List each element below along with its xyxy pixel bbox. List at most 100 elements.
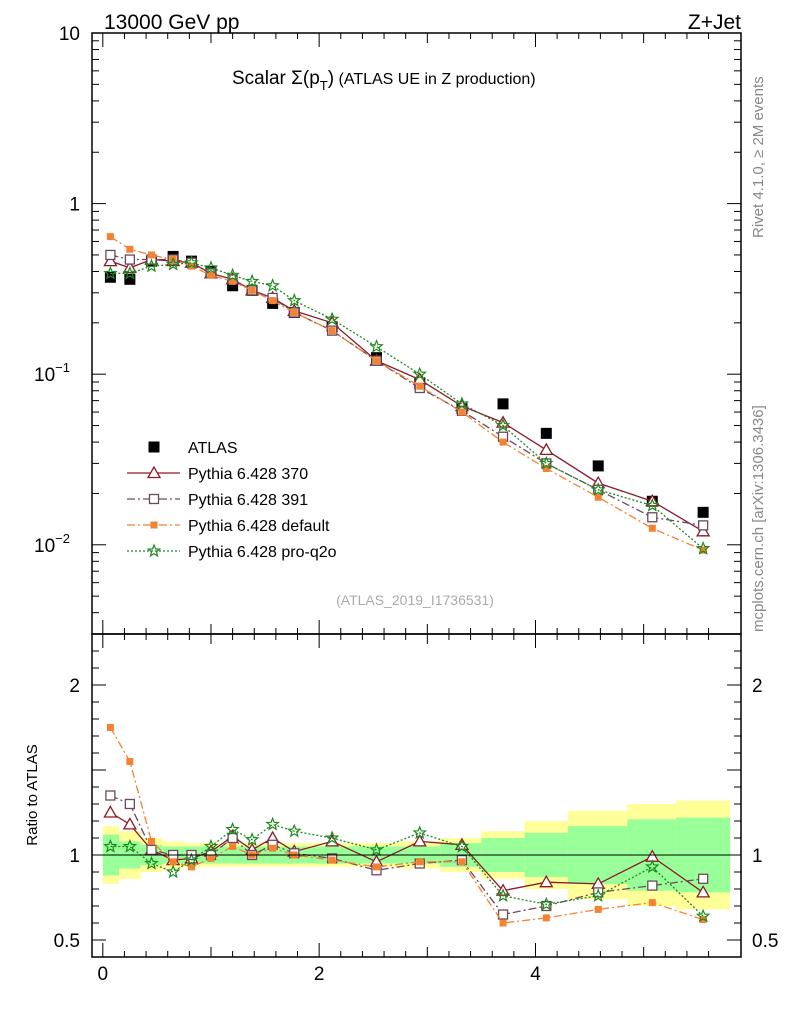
header-right: Z+Jet [688,11,741,34]
main-point-atlas-14 [497,398,509,410]
main-point-pdefault-6 [229,277,237,285]
main-ytick-label-base-2: 10 [34,365,55,386]
ratio-point-pq2o-16 [590,888,606,903]
ratio-point-pdefault-2 [147,837,155,845]
ratio-point-pdefault-1 [126,758,134,765]
ratio-point-pdefault-4 [188,863,196,871]
legend-marker-pdefault [150,521,158,529]
ratio-point-p370-12 [412,834,427,847]
main-point-p391-0 [105,249,116,261]
main-point-pq2o-0 [103,265,118,280]
ratio-point-p391-0 [105,790,116,801]
legend-marker-p391 [148,493,160,505]
main-point-atlas-6 [227,280,239,292]
main-point-atlas-18 [697,506,709,518]
main-point-atlas-1 [124,273,136,285]
legend-label-atlas: ATLAS [188,440,238,457]
main-point-pdefault-14 [499,438,507,446]
main-point-pdefault-2 [147,251,155,259]
ratio-ylabel: Ratio to ATLAS [24,744,41,845]
main-point-pdefault-16 [594,493,602,501]
legend-label-p370: Pythia 6.428 370 [188,466,308,483]
ratio-point-p370-15 [539,874,554,888]
main-point-atlas-0 [104,271,116,283]
main-point-pdefault-11 [372,357,380,365]
ratio-point-pq2o-15 [539,896,554,911]
main-point-pq2o-10 [324,311,340,326]
ratio-point-pq2o-5 [203,838,219,853]
main-line-pq2o [110,262,704,550]
ratio-point-pq2o-9 [287,823,302,838]
main-point-p370-0 [103,253,118,267]
main-ytick-label-3: 10−2 [34,531,70,557]
main-point-pq2o-5 [203,260,219,275]
main-point-pq2o-11 [369,339,384,353]
legend-item-pq2o: Pythia 6.428 pro-q2o [127,543,337,561]
main-point-pdefault-5 [207,271,215,279]
main-ytick-label-base-3: 10 [34,536,55,557]
ratio-point-pdefault-17 [648,899,656,907]
main-ytick-label-1: 1 [69,195,80,216]
main-series-pq2o [103,255,711,555]
ratio-point-p391-1 [124,798,136,810]
main-point-pq2o-14 [495,417,511,432]
main-series-pdefault [106,233,707,554]
xtick-label-2: 4 [530,964,541,985]
main-point-pdefault-0 [106,233,114,241]
main-point-pdefault-9 [290,308,298,316]
legend: ATLAS Pythia 6.428 370 Pythia 6.428 391 Pyt… [127,440,337,561]
main-point-pdefault-15 [542,465,550,473]
main-point-pq2o-6 [225,267,240,282]
main-point-pq2o-15 [539,455,554,470]
title-sym: Σ(p [291,68,320,89]
main-point-pq2o-2 [144,258,159,273]
rivet-label: Rivet 4.1.0, ≥ 2M events [750,76,767,238]
main-ytick-label-2: 10−1 [34,360,70,386]
ratio-point-p391-18 [697,873,709,884]
legend-label-pdefault: Pythia 6.428 default [188,518,330,535]
main-ytick-label-exp-3: −2 [55,531,70,546]
main-point-p391-17 [647,512,658,523]
ratio-point-p391-2 [146,844,157,856]
title-rest: (ATLAS UE in Z production) [334,71,536,88]
chart-title: Scalar Σ(pT) (ATLAS UE in Z production) [232,68,536,93]
ratio-point-pdefault-8 [269,844,277,852]
title-sub: T [320,78,328,93]
main-point-pdefault-13 [458,408,466,416]
legend-marker-atlas [148,441,160,453]
main-point-pq2o-4 [184,255,199,269]
ratio-point-pdefault-10 [328,856,336,864]
ratio-ytick-label-1: 1 [69,846,80,867]
ratio-point-pq2o-13 [454,838,470,853]
ratio-point-p391-6 [227,832,238,844]
main-series-p391 [105,249,709,531]
main-point-pq2o-1 [122,265,138,280]
ratio-ytick-label-2: 2 [69,676,80,697]
ratio-point-pdefault-15 [542,914,550,922]
ratio-line-pq2o [110,823,704,917]
ratio-series-group [103,724,711,927]
ratio-point-pdefault-6 [229,843,237,850]
main-point-pq2o-9 [287,292,302,307]
ratio-point-pq2o-1 [122,838,138,853]
ratio-point-p391-17 [647,880,658,891]
main-point-pq2o-7 [244,273,260,288]
ratio-ytick-label-0: 0.5 [54,931,80,952]
ratio-point-pdefault-3 [169,858,177,866]
main-series-group [103,233,711,555]
legend-marker-p370 [146,465,162,479]
main-ytick-label-0: 10 [59,24,80,45]
legend-item-p370: Pythia 6.428 370 [127,465,308,483]
main-ytick-label-exp-2: −1 [55,360,70,375]
ratio-point-pq2o-17 [645,859,660,874]
ratio-point-pq2o-10 [324,830,340,845]
ratio-point-pq2o-8 [265,816,280,831]
ratio-point-p391-14 [497,909,509,920]
ratio-series-pq2o [103,816,711,923]
analysis-label: (ATLAS_2019_I1736531) [336,592,494,608]
ratio-point-p391-15 [541,900,552,912]
main-line-p370 [110,258,704,532]
ratio-frame [91,633,742,958]
